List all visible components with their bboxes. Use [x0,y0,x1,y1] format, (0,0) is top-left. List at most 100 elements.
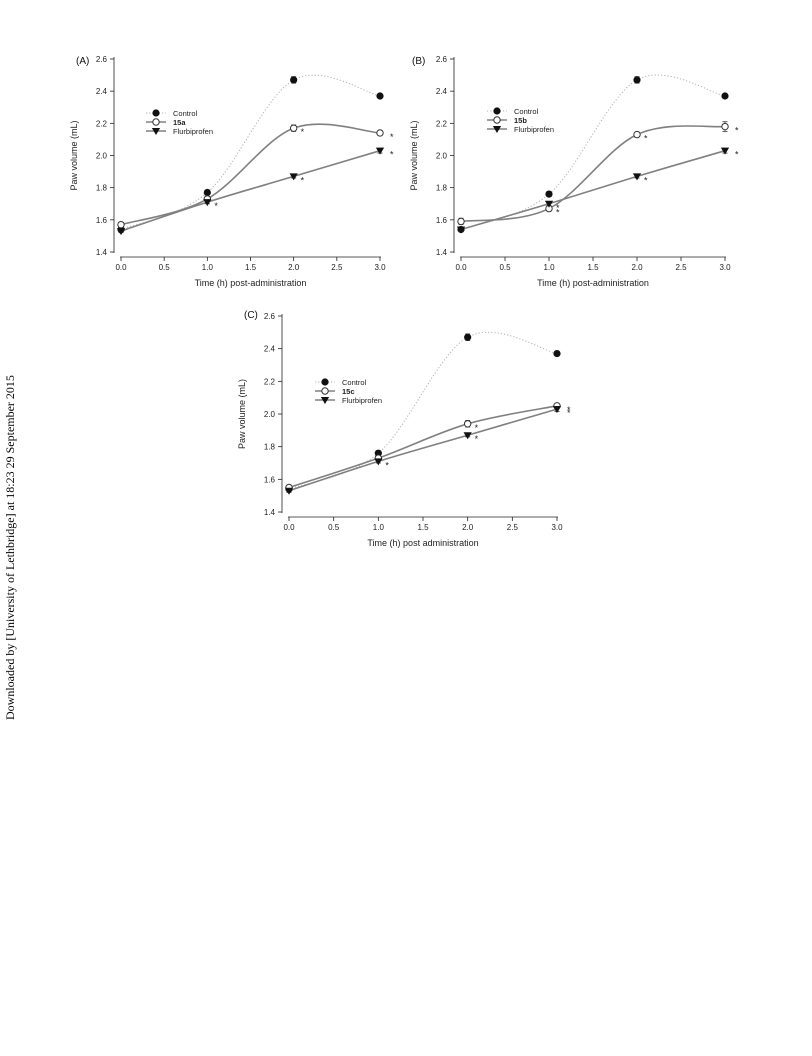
data-point [463,432,472,440]
series-line-flurbiprofen [460,149,726,231]
x-tick-label: 1.5 [587,263,599,272]
significance-star: * [556,203,560,213]
y-tick-label: 2.4 [264,345,276,354]
data-point [376,129,384,137]
data-point [284,487,294,495]
series-line-15b [460,125,726,223]
legend-marker [151,128,161,136]
data-point [463,420,472,428]
x-axis-label: Time (h) post administration [367,538,478,548]
data-point [457,217,465,226]
x-tick-label: 0.0 [115,263,127,272]
x-tick-label: 1.5 [417,523,429,532]
x-tick-label: 1.5 [245,263,257,272]
y-axis-label: Paw volume (mL) [237,379,247,449]
data-point [545,190,553,198]
y-tick-label: 2.2 [96,119,108,128]
y-tick-label: 2.0 [264,410,276,419]
y-tick-label: 2.0 [436,152,448,161]
significance-star: * [735,126,739,136]
legend-marker [493,107,501,115]
x-tick-label: 3.0 [551,523,563,532]
y-axis-label: Paw volume (mL) [69,120,79,190]
data-point [376,92,384,100]
x-tick-label: 1.0 [202,263,214,272]
data-point [544,200,554,208]
x-tick-label: 2.0 [462,523,474,532]
legend-label: 15c [342,387,355,396]
y-tick-label: 2.6 [264,312,276,321]
data-point [720,147,730,155]
significance-star: * [644,175,648,185]
panel-label: (C) [244,310,258,321]
legend-marker [320,397,330,405]
legend-label: Flurbiprofen [173,127,213,136]
data-point [553,349,561,358]
data-point [289,173,298,181]
legend-label: Flurbiprofen [514,125,554,134]
y-tick-label: 1.4 [436,248,448,257]
significance-star: * [644,134,648,144]
y-tick-label: 2.6 [96,55,108,64]
y-tick-label: 1.8 [96,184,108,193]
data-point [721,122,729,131]
data-point [203,188,211,197]
y-tick-label: 1.6 [96,216,108,225]
chart-panel-b: 1.4 1.6 1.8 2.0 2.2 2.4 2.6 0.0 0.5 1.0 1.5 2.0 2.5 3… [409,55,739,288]
y-tick-label: 1.4 [264,508,276,517]
x-axis-label: Time (h) post-administration [195,278,307,288]
significance-star: * [390,132,394,142]
legend-label: 15a [173,118,186,127]
data-point [633,130,641,139]
series-line-flurbiprofen [288,408,558,492]
x-tick-label: 0.0 [455,263,467,272]
legend-label: Control [514,107,539,116]
y-tick-label: 2.0 [96,152,108,161]
y-tick-label: 2.4 [436,87,448,96]
chart-panel-c: 1.4 1.6 1.8 2.0 2.2 2.4 2.6 0.0 0.5 1.0 1.5 2.0 2.5 3… [237,310,571,548]
data-point [633,76,641,84]
x-tick-label: 0.5 [328,523,340,532]
download-note: Downloaded by [University of Lethbridge]… [0,340,17,720]
legend-marker [152,118,160,126]
significance-star: * [475,434,479,444]
x-tick-label: 2.0 [288,263,300,272]
x-tick-label: 0.5 [159,263,171,272]
significance-star: * [301,127,305,137]
data-point [456,226,466,234]
x-tick-label: 3.0 [374,263,386,272]
legend-marker [321,387,329,395]
panel-label: (A) [76,56,89,67]
x-tick-label: 1.0 [543,263,555,272]
y-tick-label: 1.6 [436,216,448,225]
y-tick-label: 2.2 [436,119,448,128]
x-tick-label: 1.0 [373,523,385,532]
chart-panel-a: 1.4 1.6 1.8 2.0 2.2 2.4 2.6 0.0 0.5 1.0 1.5 2.0 2.5 3… [69,55,394,288]
x-tick-label: 0.0 [283,523,295,532]
significance-star: * [385,460,389,470]
y-tick-label: 1.6 [264,475,276,484]
x-tick-label: 2.0 [631,263,643,272]
y-tick-label: 1.8 [436,184,448,193]
data-point [552,406,562,414]
legend-label: Control [342,378,367,387]
significance-star: * [567,408,571,418]
y-tick-label: 1.4 [96,248,108,257]
x-tick-label: 2.5 [331,263,343,272]
data-point [464,333,472,341]
series-line-control [288,331,558,490]
data-point [632,173,642,181]
series-line-flurbiprofen [120,149,381,232]
x-tick-label: 2.5 [507,523,519,532]
data-point [289,124,298,132]
legend-marker [321,378,329,386]
data-point [203,199,212,207]
x-tick-label: 3.0 [719,263,731,272]
legend-marker [493,116,501,124]
legend-label: Flurbiprofen [342,396,382,405]
y-tick-label: 2.2 [264,377,276,386]
significance-star: * [214,201,218,211]
significance-star: * [567,405,571,415]
series-line-15a [120,123,381,226]
